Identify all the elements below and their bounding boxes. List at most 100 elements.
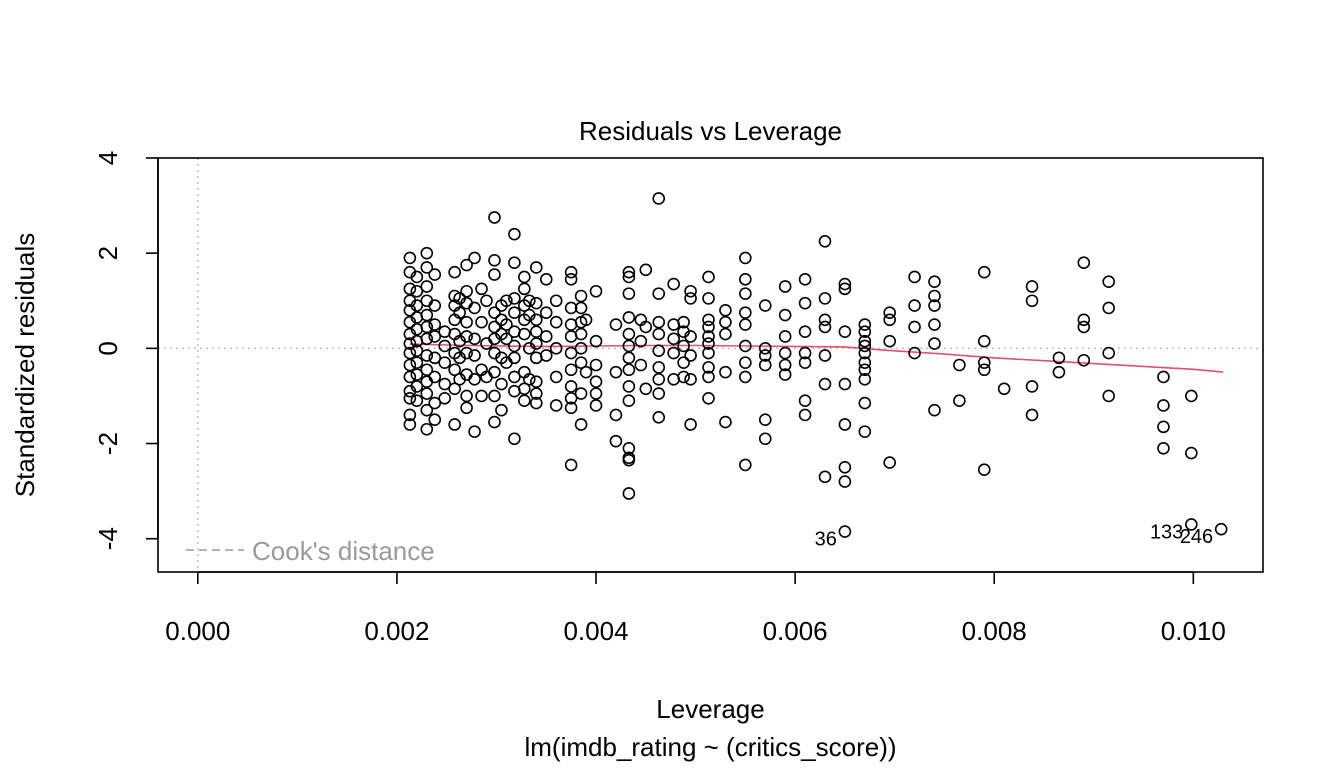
data-point (719, 315, 732, 329)
data-point (778, 346, 792, 360)
data-point (495, 377, 508, 391)
data-point (564, 363, 578, 377)
data-point (574, 418, 588, 431)
data-point (420, 387, 434, 400)
data-point (564, 301, 578, 315)
data-point (928, 337, 941, 350)
data-point (1157, 441, 1170, 455)
data-point (420, 308, 434, 322)
data-point (858, 356, 872, 369)
data-point (739, 251, 752, 265)
data-point (977, 463, 991, 476)
data-point (858, 425, 872, 438)
data-point (622, 394, 636, 407)
data-point (549, 370, 563, 384)
data-point (758, 299, 772, 312)
data-point (549, 399, 563, 412)
data-point (928, 403, 941, 417)
data-point (480, 294, 493, 308)
data-point (652, 327, 666, 341)
data-point (622, 487, 636, 500)
point-label: 133 (1150, 521, 1183, 543)
x-tick-label: 0.006 (763, 616, 828, 646)
data-point (500, 318, 513, 331)
data-point (883, 456, 896, 469)
data-point (403, 418, 417, 431)
data-point (838, 475, 852, 488)
data-point (953, 358, 966, 372)
data-point (858, 372, 872, 386)
data-point (702, 346, 715, 360)
data-point (702, 361, 715, 374)
data-point (778, 280, 792, 293)
data-point (702, 320, 715, 334)
data-point (448, 382, 461, 396)
data-point (977, 265, 991, 279)
data-point (410, 284, 424, 298)
x-tick-label: 0.004 (563, 616, 628, 646)
data-point (634, 358, 648, 372)
data-point (1102, 301, 1115, 315)
data-point (488, 211, 501, 224)
data-point (758, 349, 772, 362)
data-point (438, 377, 452, 391)
data-point (883, 313, 896, 327)
data-point (818, 349, 832, 362)
data-point (475, 315, 488, 329)
data-point (1025, 280, 1039, 293)
data-point (818, 313, 832, 327)
data-point (652, 315, 666, 329)
data-point (798, 296, 812, 310)
data-point (652, 372, 666, 386)
x-tick-label: 0.002 (364, 616, 429, 646)
data-point (1025, 380, 1039, 393)
data-point (622, 441, 636, 455)
data-point (488, 320, 501, 334)
x-tick-label: 0.008 (962, 616, 1027, 646)
data-point (1077, 353, 1091, 367)
data-point (928, 299, 941, 312)
data-point (508, 370, 521, 384)
data-point (818, 234, 832, 248)
data-point (684, 349, 697, 362)
data-point (739, 273, 752, 286)
data-point (468, 332, 481, 346)
data-point (403, 337, 417, 350)
data-point (1185, 389, 1198, 403)
data-point (883, 334, 896, 348)
data-point (438, 392, 452, 405)
data-point (460, 389, 473, 403)
data-point (523, 294, 536, 308)
data-point (622, 327, 636, 341)
data-point (529, 387, 543, 400)
data-point (798, 408, 812, 422)
data-point (574, 356, 588, 369)
data-point (574, 327, 588, 341)
data-point (997, 382, 1011, 396)
data-point (838, 325, 852, 338)
x-tick-label: 0.010 (1161, 616, 1226, 646)
data-point (574, 289, 588, 303)
data-point (739, 370, 752, 384)
data-point (518, 327, 531, 341)
data-point (858, 363, 872, 377)
data-point (410, 356, 424, 369)
data-point (702, 330, 715, 343)
data-point (702, 270, 715, 284)
data-point (475, 389, 488, 403)
data-point (488, 365, 501, 379)
data-point (1052, 365, 1066, 379)
data-point (1025, 408, 1039, 422)
data-point (702, 313, 715, 327)
data-point (460, 346, 473, 360)
data-point (495, 403, 508, 417)
data-point (564, 273, 578, 286)
data-point (410, 368, 424, 381)
data-point (468, 372, 481, 386)
plot-frame (157, 157, 1264, 573)
data-point (739, 287, 752, 300)
data-point (818, 320, 832, 334)
data-point (438, 356, 452, 369)
data-point (977, 363, 991, 377)
data-point (622, 311, 636, 324)
